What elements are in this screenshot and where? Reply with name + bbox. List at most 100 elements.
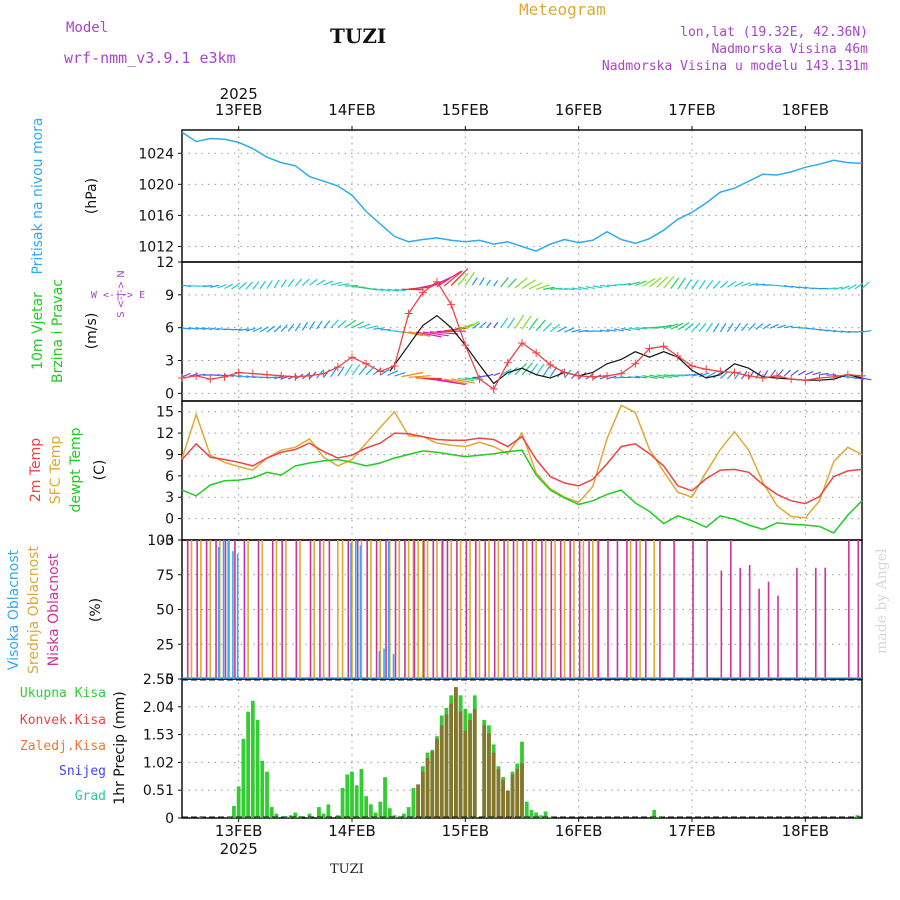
wind-barb [479, 321, 487, 329]
wind-barb [514, 314, 525, 329]
wind-barb [287, 323, 295, 332]
wind-barb [734, 281, 744, 288]
wind-barb [734, 322, 741, 332]
wind-barb [436, 270, 462, 288]
wind-barb [783, 369, 791, 377]
dewpoint-line [181, 449, 863, 534]
wind-speed-marker [178, 374, 186, 383]
wind-barb [535, 363, 545, 376]
y-tick-label: 12 [156, 426, 174, 442]
wind-ylabel: (m/s) [84, 313, 100, 350]
wind-speed-marker [645, 344, 654, 353]
precip-convective-bar [439, 725, 444, 818]
precip-total-bar [265, 771, 269, 818]
precip-convective-bar [491, 752, 496, 818]
wind-speed-marker [475, 375, 484, 384]
precip-total-bar [387, 808, 392, 818]
y-tick-label: 1012 [138, 239, 174, 255]
wind-barb [217, 284, 227, 289]
wind-barb [252, 281, 260, 290]
precip-total-bar [236, 786, 241, 818]
wind-barb [663, 374, 680, 378]
station-title: TUZI [330, 24, 387, 48]
wind-barb [422, 331, 449, 337]
wind-barb [833, 286, 843, 290]
wind-barb [358, 323, 371, 329]
wind-barb [677, 277, 686, 290]
wind-speed-marker [206, 375, 215, 384]
wind-barb [401, 330, 424, 337]
wind-barb [705, 280, 714, 290]
wind-speed-marker [447, 300, 456, 309]
wind-barb [231, 374, 242, 378]
wind-barb [812, 371, 822, 376]
wind-barb [451, 378, 475, 384]
precip-convective-bar [520, 763, 524, 818]
station-elevation: Nadmorska Visina 46m [711, 42, 868, 57]
wind-barb [280, 324, 288, 333]
wind-barb [217, 374, 227, 377]
wind-barb [408, 331, 431, 337]
date-label-bottom: 13FEB [215, 822, 262, 840]
wind-barb [294, 322, 302, 332]
y-tick-label: 0 [165, 811, 174, 827]
wind-barb [238, 328, 249, 332]
wind-barb [592, 330, 603, 332]
wind-barb [344, 319, 357, 329]
wind-barb [819, 328, 829, 332]
wind-speed-marker [603, 371, 611, 380]
precip-legend-5: Grad [75, 789, 106, 804]
precip-total-bar [411, 788, 416, 818]
wind-barb [826, 329, 836, 333]
wind-direction-legend-vertical: S <-|-> N [116, 270, 127, 318]
wind-barb [564, 369, 572, 379]
wind-barb [791, 326, 801, 329]
model-name: wrf-nmm_v3.9.1 e3km [64, 49, 236, 67]
wind-speed-marker [220, 372, 229, 381]
wind-speed-marker [801, 376, 810, 385]
y-tick-label: 6 [165, 321, 174, 337]
temp-dew-title: dewpt Temp [68, 427, 84, 512]
wind-barb [387, 288, 399, 292]
wind-speed-marker [588, 372, 597, 381]
wind-barb [719, 371, 729, 379]
wind-barb [635, 375, 648, 379]
wind-barb [748, 282, 759, 287]
precip-total-bar [359, 768, 364, 818]
wind-speed-marker [532, 348, 541, 357]
y-tick-label: 9 [165, 447, 174, 463]
precip-convective-bar [510, 774, 515, 818]
wind-barb [387, 370, 399, 377]
wind-barb [621, 327, 632, 331]
wind-barb [486, 279, 491, 286]
date-label-top: 15FEB [442, 101, 489, 119]
wind-barb [698, 322, 707, 332]
wind-barb [394, 371, 406, 377]
wind-barb [373, 287, 384, 292]
wind-barb [698, 372, 710, 378]
wind-barb [663, 275, 675, 289]
wind-barb [471, 277, 478, 286]
wind-barb [691, 279, 699, 290]
wind-barb [266, 280, 273, 289]
precip-convective-bar [472, 708, 477, 818]
pressure-line [181, 131, 863, 252]
wind-barb [493, 321, 499, 329]
wind-barb [741, 323, 749, 332]
wind-barb [323, 320, 331, 329]
precip-total-bar [255, 719, 260, 818]
date-label-top: 18FEB [782, 101, 829, 119]
wind-barb [769, 323, 779, 329]
wind-barb [564, 287, 575, 291]
wind-barb [443, 270, 463, 287]
precip-total-bar [534, 812, 539, 818]
wind-barb [323, 280, 334, 286]
precip-convective-bar [496, 768, 501, 818]
y-tick-label: 1.53 [143, 728, 174, 744]
wind-barb [436, 378, 466, 386]
wind-barb [791, 285, 800, 289]
wind-barb [606, 328, 617, 332]
precip-total-bar [524, 801, 529, 818]
wind-speed-marker [518, 338, 526, 347]
wind-barb [486, 322, 492, 329]
